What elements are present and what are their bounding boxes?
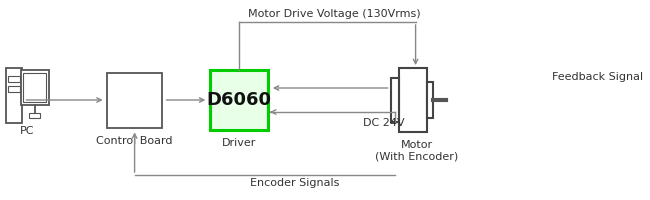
Text: Motor Drive Voltage (130Vrms): Motor Drive Voltage (130Vrms) (248, 9, 421, 19)
FancyBboxPatch shape (107, 72, 162, 128)
FancyBboxPatch shape (29, 113, 40, 118)
Text: DC 24V: DC 24V (363, 118, 405, 128)
Text: Driver: Driver (222, 138, 256, 148)
FancyBboxPatch shape (8, 86, 20, 92)
Text: Encoder Signals: Encoder Signals (250, 178, 339, 188)
Text: D6060: D6060 (207, 91, 272, 109)
FancyBboxPatch shape (399, 68, 427, 132)
Text: Motor
(With Encoder): Motor (With Encoder) (376, 140, 459, 162)
FancyBboxPatch shape (21, 70, 49, 105)
FancyBboxPatch shape (8, 76, 20, 82)
FancyBboxPatch shape (23, 73, 46, 102)
FancyBboxPatch shape (6, 68, 22, 123)
Text: Control Board: Control Board (96, 136, 173, 146)
FancyBboxPatch shape (391, 78, 399, 122)
FancyBboxPatch shape (210, 70, 268, 130)
Text: Feedback Signal: Feedback Signal (552, 72, 644, 82)
Text: PC: PC (20, 126, 34, 136)
FancyBboxPatch shape (427, 82, 434, 118)
